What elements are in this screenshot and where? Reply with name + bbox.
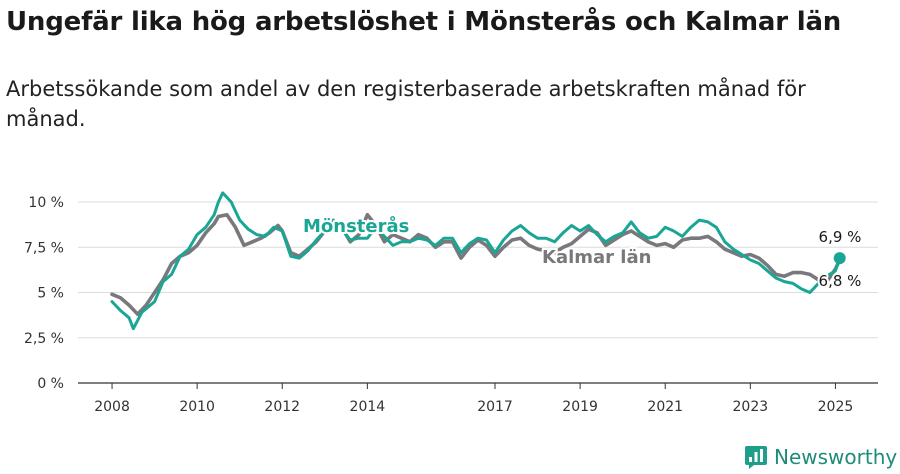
chart-subtitle: Arbetssökande som andel av den registerb…	[6, 77, 806, 131]
y-axis: 0 % 2,5 % 5 % 7,5 % 10 %	[24, 195, 64, 392]
series-line	[110, 212, 842, 316]
end-value-kalmar: 6,8 %	[819, 272, 862, 290]
x-tick-label: 2025	[818, 399, 854, 415]
x-axis: 2008 2010 2012 2014 2017 2019 2021 2023 2025	[78, 382, 878, 415]
series-labels: Mönsterås Kalmar län 6,9 % 6,8 %	[301, 213, 863, 292]
x-tick-label: 2023	[733, 399, 769, 415]
x-tick-label: 2019	[562, 399, 598, 415]
newsworthy-brand: Newsworthy	[744, 442, 897, 472]
x-tick-label: 2014	[350, 399, 386, 415]
x-tick-label: 2012	[264, 399, 300, 415]
y-tick-label: 2,5 %	[24, 331, 64, 347]
x-tick-label: 2021	[647, 399, 683, 415]
brand-name: Newsworthy	[774, 445, 898, 469]
end-value-monsteras: 6,9 %	[819, 228, 862, 246]
x-tick-label: 2010	[179, 399, 215, 415]
end-marker-monsteras	[833, 252, 846, 265]
y-tick-label: 5 %	[37, 286, 64, 302]
series-label-monsteras: Mönsterås	[303, 215, 409, 237]
series-line	[110, 191, 842, 331]
grid-lines	[78, 201, 878, 339]
series-lines	[110, 191, 842, 331]
series-label-kalmar: Kalmar län	[542, 247, 651, 268]
y-tick-label: 0 %	[37, 376, 64, 392]
newsworthy-logo-icon	[745, 446, 767, 469]
y-tick-label: 7,5 %	[24, 240, 64, 256]
y-tick-label: 10 %	[28, 195, 64, 211]
chart-title: Ungefär lika hög arbetslöshet i Mönsterå…	[6, 7, 842, 37]
x-tick-label: 2017	[477, 399, 513, 415]
x-tick-label: 2008	[94, 399, 130, 415]
